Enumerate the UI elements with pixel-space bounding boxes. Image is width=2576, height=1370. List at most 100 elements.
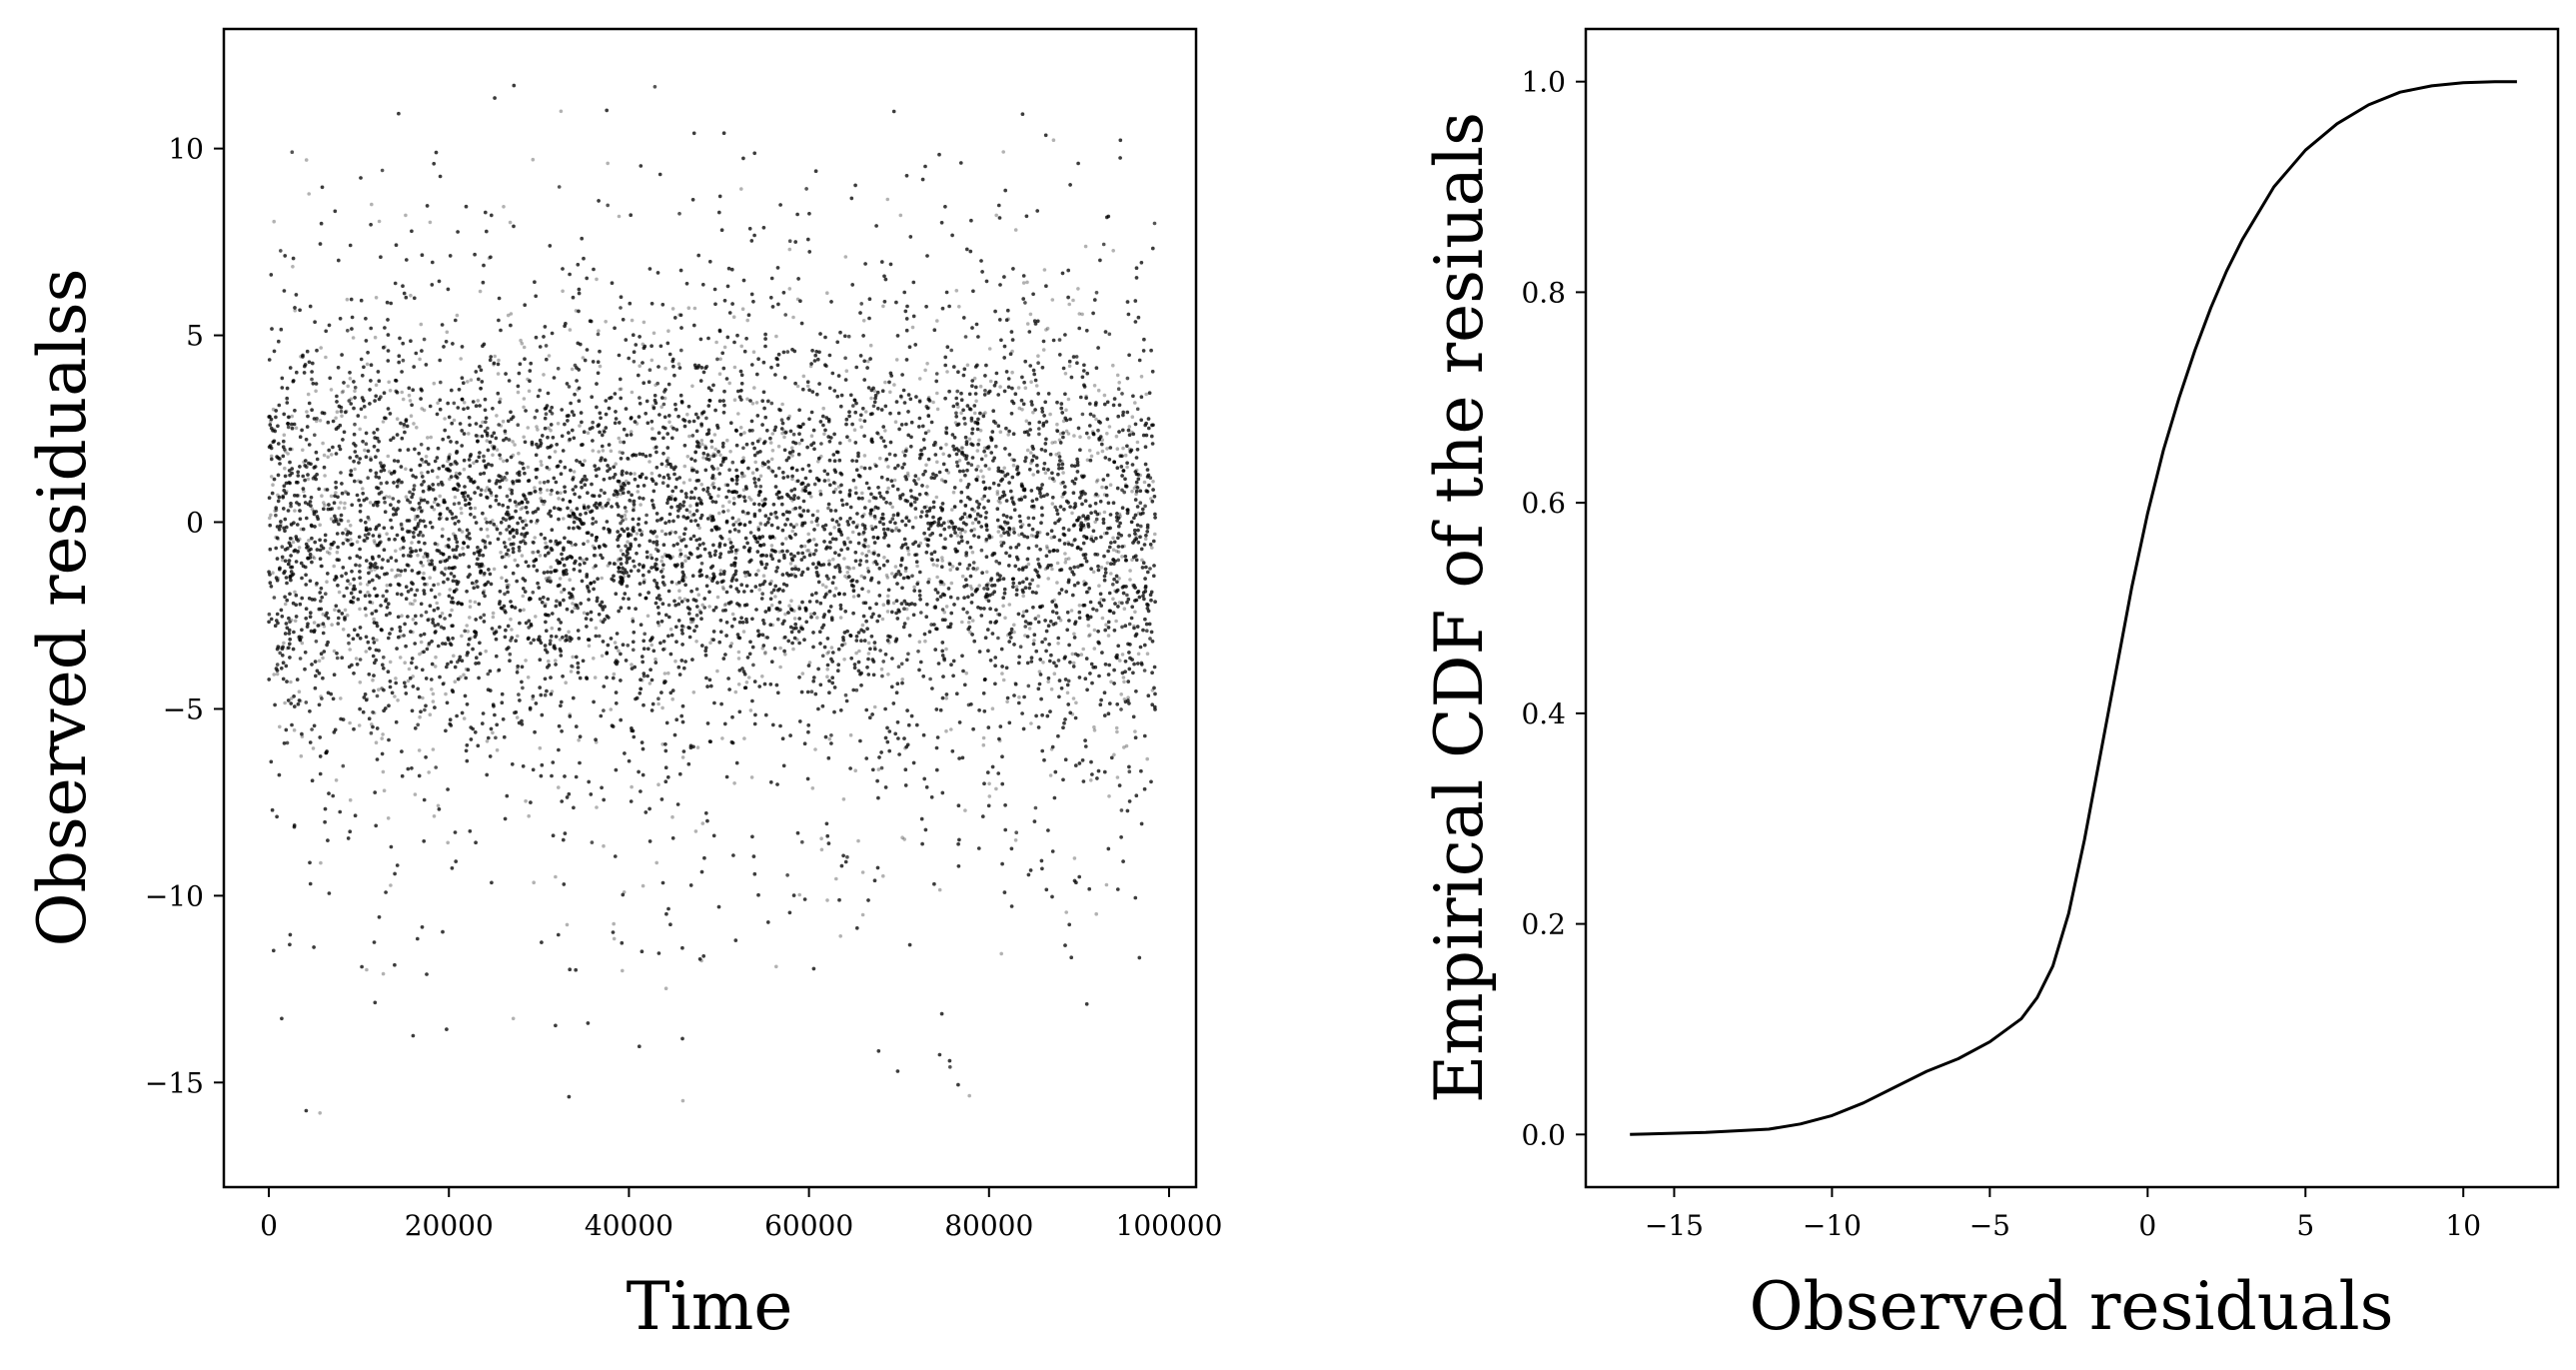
scatter-point xyxy=(479,386,483,391)
scatter-point xyxy=(505,583,510,588)
scatter-point xyxy=(1134,533,1138,538)
scatter-point xyxy=(742,431,746,435)
scatter-point xyxy=(833,587,838,591)
scatter-point xyxy=(485,486,490,490)
scatter-point xyxy=(1136,652,1141,657)
scatter-point xyxy=(1029,380,1033,385)
scatter-point xyxy=(587,644,592,649)
scatter-point xyxy=(557,785,561,789)
scatter-point xyxy=(787,604,791,608)
scatter-point xyxy=(825,898,829,902)
scatter-point xyxy=(1107,794,1111,798)
scatter-point xyxy=(1096,494,1100,498)
scatter-point xyxy=(913,516,918,520)
scatter-point xyxy=(1111,249,1115,253)
scatter-point xyxy=(944,728,948,733)
scatter-point xyxy=(863,410,868,414)
scatter-point xyxy=(862,454,867,458)
scatter-point xyxy=(484,517,488,521)
scatter-point xyxy=(446,840,451,845)
scatter-point xyxy=(494,629,499,633)
scatter-point xyxy=(1028,312,1033,317)
scatter-point xyxy=(757,491,761,496)
scatter-point xyxy=(998,385,1002,389)
scatter-point xyxy=(1100,616,1105,621)
scatter-point xyxy=(599,504,604,509)
scatter-point xyxy=(1025,322,1030,326)
scatter-point xyxy=(329,494,334,499)
scatter-point xyxy=(370,722,374,726)
scatter-point xyxy=(738,426,743,430)
scatter-point xyxy=(435,601,440,606)
scatter-point xyxy=(1050,567,1054,572)
scatter-point xyxy=(630,318,635,323)
scatter-point xyxy=(774,964,778,969)
scatter-point xyxy=(299,753,304,758)
scatter-point xyxy=(826,478,830,483)
scatter-point xyxy=(763,651,767,655)
scatter-point xyxy=(630,784,634,789)
scatter-point xyxy=(1046,577,1050,581)
scatter-point xyxy=(570,367,575,372)
scatter-point xyxy=(609,707,614,711)
scatter-point xyxy=(1064,408,1068,413)
scatter-point xyxy=(1059,482,1063,486)
scatter-point xyxy=(323,488,328,492)
scatter-point xyxy=(867,499,871,504)
scatter-point xyxy=(979,469,983,474)
scatter-point xyxy=(1001,150,1005,154)
scatter-point xyxy=(666,671,670,676)
scatter-point xyxy=(851,566,856,571)
scatter-point xyxy=(653,657,657,662)
scatter-point xyxy=(407,667,412,672)
scatter-point xyxy=(369,456,373,460)
scatter-point xyxy=(769,603,774,608)
scatter-point xyxy=(363,415,368,420)
scatter-point xyxy=(516,634,520,639)
scatter-point xyxy=(450,608,454,613)
scatter-point xyxy=(802,544,807,549)
scatter-point xyxy=(1153,532,1157,537)
scatter-point xyxy=(995,492,1000,497)
scatter-point xyxy=(305,410,309,414)
scatter-point xyxy=(448,477,452,482)
scatter-point xyxy=(513,443,517,447)
scatter-point xyxy=(508,220,513,225)
scatter-point xyxy=(708,577,712,581)
scatter-point xyxy=(795,384,800,389)
scatter-point xyxy=(1120,555,1124,559)
scatter-point xyxy=(926,406,931,410)
scatter-point xyxy=(371,678,375,683)
scatter-point xyxy=(534,615,538,619)
scatter-point xyxy=(468,599,473,604)
scatter-point xyxy=(818,489,822,494)
scatter-point xyxy=(866,590,871,594)
scatter-point xyxy=(448,588,453,592)
scatter-point xyxy=(1092,384,1097,388)
scatter-point xyxy=(736,657,741,661)
scatter-point xyxy=(549,565,554,570)
scatter-point xyxy=(346,384,351,389)
scatter-point xyxy=(455,313,460,318)
scatter-point xyxy=(689,466,694,471)
scatter-point xyxy=(981,475,985,479)
scatter-point xyxy=(944,443,948,447)
scatter-point xyxy=(701,456,705,460)
scatter-point xyxy=(586,431,591,436)
scatter-point xyxy=(307,539,311,543)
scatter-point xyxy=(740,475,744,479)
scatter-point xyxy=(825,675,829,679)
scatter-point xyxy=(1115,729,1119,734)
scatter-point xyxy=(419,640,424,645)
scatter-point xyxy=(484,649,489,654)
scatter-point xyxy=(715,595,720,600)
scatter-point xyxy=(790,454,794,458)
scatter-point xyxy=(999,534,1003,538)
scatter-point xyxy=(972,376,977,381)
scatter-point xyxy=(1117,577,1121,581)
scatter-point xyxy=(353,389,357,394)
scatter-point xyxy=(576,388,580,392)
scatter-point xyxy=(496,372,501,376)
scatter-point xyxy=(944,696,948,700)
scatter-point xyxy=(1053,440,1057,445)
